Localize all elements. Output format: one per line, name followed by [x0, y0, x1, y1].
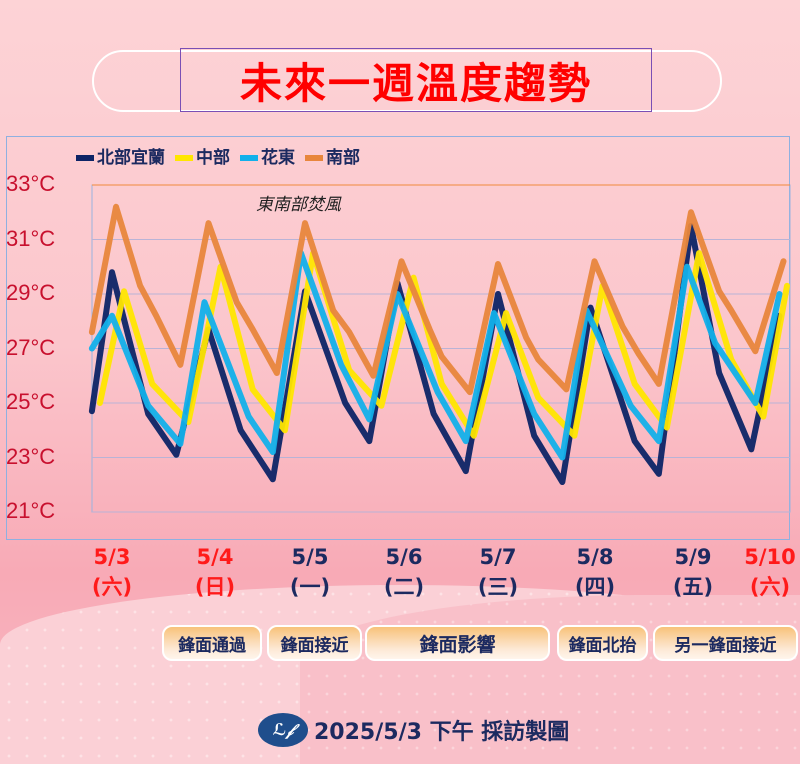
weekday-label: (六) — [749, 575, 791, 599]
date-label: 5/7 — [479, 545, 517, 569]
weekday-label: (五) — [672, 575, 714, 599]
x-tick-label: 5/5 (一) — [282, 542, 338, 602]
foehn-annotation: 東南部焚風 — [256, 195, 341, 215]
footer: ℒ𝒻 2025/5/3 下午 採訪製圖 — [258, 713, 569, 747]
date-label: 5/5 — [291, 545, 329, 569]
y-tick-label: 29°C — [6, 280, 56, 305]
x-tick-label: 5/10 (六) — [742, 542, 798, 602]
legend-item: 北部宜蘭 — [76, 143, 165, 168]
date-label: 5/10 — [744, 545, 796, 569]
legend-swatch — [305, 155, 323, 161]
x-tick-label: 5/6 (二) — [376, 542, 432, 602]
date-label: 5/8 — [576, 545, 614, 569]
x-tick-label: 5/3 (六) — [84, 542, 140, 602]
legend: 北部宜蘭 中部 花東 南部 — [76, 143, 360, 168]
x-tick-label: 5/7 (三) — [470, 542, 526, 602]
date-label: 5/9 — [674, 545, 712, 569]
date-label: 5/6 — [385, 545, 423, 569]
date-label: 5/3 — [93, 545, 131, 569]
background-hill — [300, 595, 800, 764]
event-badge: 另一鋒面接近 — [653, 625, 798, 661]
series-line-南部 — [88, 203, 787, 396]
weekday-label: (日) — [194, 575, 236, 599]
x-tick-label: 5/4 (日) — [187, 542, 243, 602]
logo-icon: ℒ𝒻 — [258, 713, 308, 747]
page-title: 未來一週溫度趨勢 — [180, 48, 652, 112]
x-tick-label: 5/8 (四) — [567, 542, 623, 602]
footer-text: 2025/5/3 下午 採訪製圖 — [314, 720, 570, 745]
y-tick-label: 31°C — [6, 225, 56, 251]
y-tick-label: 21°C — [6, 498, 56, 523]
event-badge: 鋒面北抬 — [557, 625, 648, 661]
y-tick-label: 27°C — [6, 334, 56, 360]
legend-label: 南部 — [326, 148, 360, 168]
y-tick-label: 33°C — [6, 171, 56, 196]
legend-label: 中部 — [196, 148, 230, 168]
weekday-label: (三) — [477, 575, 519, 599]
y-tick-label: 23°C — [6, 443, 56, 469]
legend-item: 南部 — [305, 143, 360, 168]
legend-swatch — [76, 155, 94, 161]
date-label: 5/4 — [196, 545, 234, 569]
event-badge: 鋒面影響 — [365, 625, 550, 661]
x-tick-label: 5/9 (五) — [665, 542, 721, 602]
weekday-label: (二) — [383, 575, 425, 599]
weekday-label: (一) — [289, 575, 331, 599]
legend-swatch — [240, 155, 258, 161]
weekday-label: (六) — [91, 575, 133, 599]
legend-item: 花東 — [240, 143, 295, 168]
event-badge: 鋒面通過 — [162, 625, 262, 661]
legend-item: 中部 — [175, 143, 230, 168]
legend-swatch — [175, 155, 193, 161]
event-badge: 鋒面接近 — [267, 625, 362, 661]
legend-label: 花東 — [261, 148, 295, 168]
weekday-label: (四) — [574, 575, 616, 599]
y-tick-label: 25°C — [6, 389, 56, 414]
legend-label: 北部宜蘭 — [97, 148, 165, 168]
